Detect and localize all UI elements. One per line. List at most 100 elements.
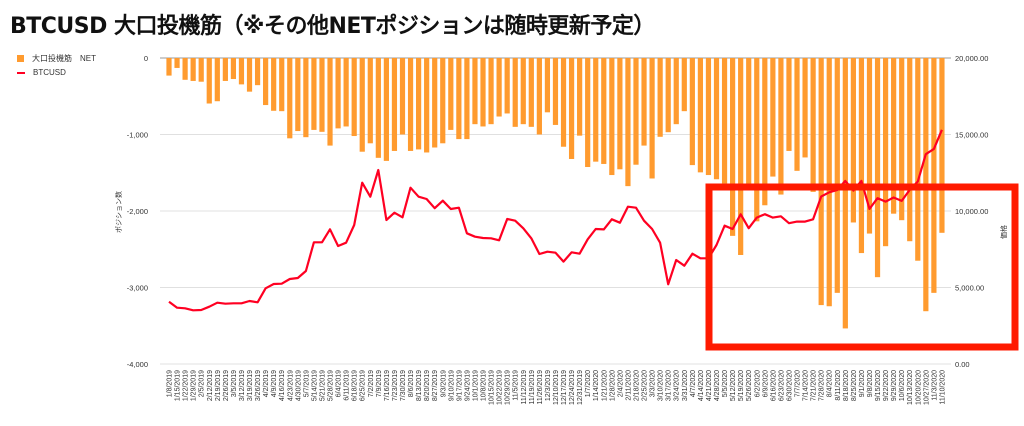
btcusd-line — [168, 129, 943, 312]
bar — [931, 58, 937, 293]
x-tick-label: 1/14/2020 — [593, 370, 600, 401]
bar — [222, 58, 228, 81]
left-tick-label: -3,000 — [127, 284, 148, 293]
bar — [713, 58, 720, 180]
bar — [303, 58, 309, 138]
bar — [882, 58, 889, 247]
bar — [641, 58, 647, 146]
right-tick-label: 10,000.00 — [955, 207, 988, 216]
x-tick-label: 3/12/2019 — [239, 370, 246, 401]
x-tick-label: 7/23/2019 — [392, 370, 399, 401]
x-tick-label: 3/26/2019 — [255, 370, 262, 401]
bar — [263, 58, 269, 106]
x-tick-label: 11/26/2019 — [537, 370, 544, 405]
bar — [295, 58, 301, 132]
x-tick-label: 1/21/2020 — [601, 370, 608, 401]
x-tick-label: 1/15/2019 — [175, 370, 182, 401]
x-tick-label: 9/24/2019 — [464, 370, 471, 401]
bar — [440, 58, 446, 144]
bar — [488, 58, 494, 125]
bar — [472, 58, 478, 125]
legend-item-btcusd[interactable]: BTCUSD — [17, 68, 66, 77]
bar — [770, 58, 776, 177]
x-tick-label: 2/5/2019 — [199, 370, 206, 397]
legend-label-btcusd: BTCUSD — [33, 68, 66, 77]
bar — [271, 58, 277, 111]
x-tick-label: 2/18/2020 — [633, 370, 640, 401]
x-tick-label: 4/30/2019 — [295, 370, 302, 401]
x-tick-label: 1/7/2020 — [585, 370, 592, 397]
x-tick-label: 8/13/2019 — [416, 370, 423, 401]
bar — [375, 58, 381, 158]
bar — [198, 58, 204, 82]
x-tick-label: 7/30/2019 — [400, 370, 407, 401]
legend-item-net[interactable]: 大口投機筋 NET — [17, 53, 96, 64]
bar — [399, 58, 406, 135]
bar — [311, 58, 317, 130]
bar — [891, 58, 897, 214]
x-tick-label: 5/28/2019 — [328, 370, 335, 401]
bar — [601, 58, 607, 164]
x-tick-label: 2/25/2020 — [642, 370, 649, 401]
x-tick-label: 7/2/2019 — [368, 370, 375, 397]
bar — [730, 58, 736, 236]
x-tick-label: 5/21/2019 — [319, 370, 326, 401]
bar — [818, 58, 824, 306]
x-tick-label: 4/9/2019 — [271, 370, 278, 397]
bar — [319, 58, 325, 132]
x-tick-label: 3/10/2020 — [658, 370, 665, 401]
bar — [721, 58, 728, 184]
bar — [407, 58, 414, 151]
bar — [794, 58, 800, 171]
x-tick-label: 5/14/2019 — [311, 370, 318, 401]
x-tick-label: 4/21/2020 — [706, 370, 713, 401]
bar — [359, 58, 365, 152]
x-tick-label: 8/25/2020 — [851, 370, 858, 401]
left-tick-label: 0 — [144, 54, 148, 63]
x-tick-label: 4/14/2020 — [698, 370, 705, 401]
x-tick-label: 11/3/2020 — [931, 370, 938, 401]
bar — [915, 58, 921, 261]
bar — [206, 58, 212, 104]
x-tick-label: 7/28/2020 — [819, 370, 826, 401]
bar — [480, 58, 486, 127]
x-tick-label: 3/3/2020 — [650, 370, 657, 397]
bar — [560, 58, 567, 147]
x-tick-label: 7/21/2020 — [811, 370, 818, 401]
bar — [230, 58, 237, 80]
x-tick-label: 6/9/2020 — [762, 370, 769, 397]
x-tick-label: 3/5/2019 — [231, 370, 238, 397]
legend-label-net: 大口投機筋 NET — [32, 54, 96, 63]
x-tick-label: 10/20/2020 — [915, 370, 922, 405]
bar — [826, 58, 832, 307]
bar — [415, 58, 422, 150]
bar — [246, 58, 253, 92]
bar — [287, 58, 293, 139]
x-tick-label: 1/28/2020 — [609, 370, 616, 401]
x-tick-label: 9/3/2019 — [440, 370, 447, 397]
bar — [625, 58, 631, 187]
bar — [504, 58, 510, 114]
x-tick-label: 12/31/2019 — [577, 370, 584, 405]
bar — [343, 58, 349, 127]
x-tick-label: 9/22/2020 — [883, 370, 890, 401]
bar — [544, 58, 551, 113]
x-tick-label: 2/26/2019 — [223, 370, 230, 401]
x-tick-label: 2/4/2020 — [617, 370, 624, 397]
x-tick-label: 7/9/2019 — [376, 370, 383, 397]
bar — [705, 58, 712, 176]
left-axis-title: ポジション数 — [114, 191, 123, 233]
bar — [432, 58, 438, 148]
x-tick-label: 3/31/2020 — [682, 370, 689, 401]
x-tick-label: 10/8/2019 — [481, 370, 488, 401]
x-tick-label: 6/2/2020 — [754, 370, 761, 397]
right-tick-label: 20,000.00 — [955, 54, 988, 63]
x-tick-label: 12/10/2019 — [553, 370, 560, 405]
bar — [456, 58, 462, 140]
x-tick-label: 3/17/2020 — [666, 370, 673, 401]
bar — [536, 58, 542, 135]
bar — [649, 58, 655, 179]
bar — [802, 58, 808, 158]
bar — [528, 58, 534, 127]
bar — [254, 58, 261, 86]
